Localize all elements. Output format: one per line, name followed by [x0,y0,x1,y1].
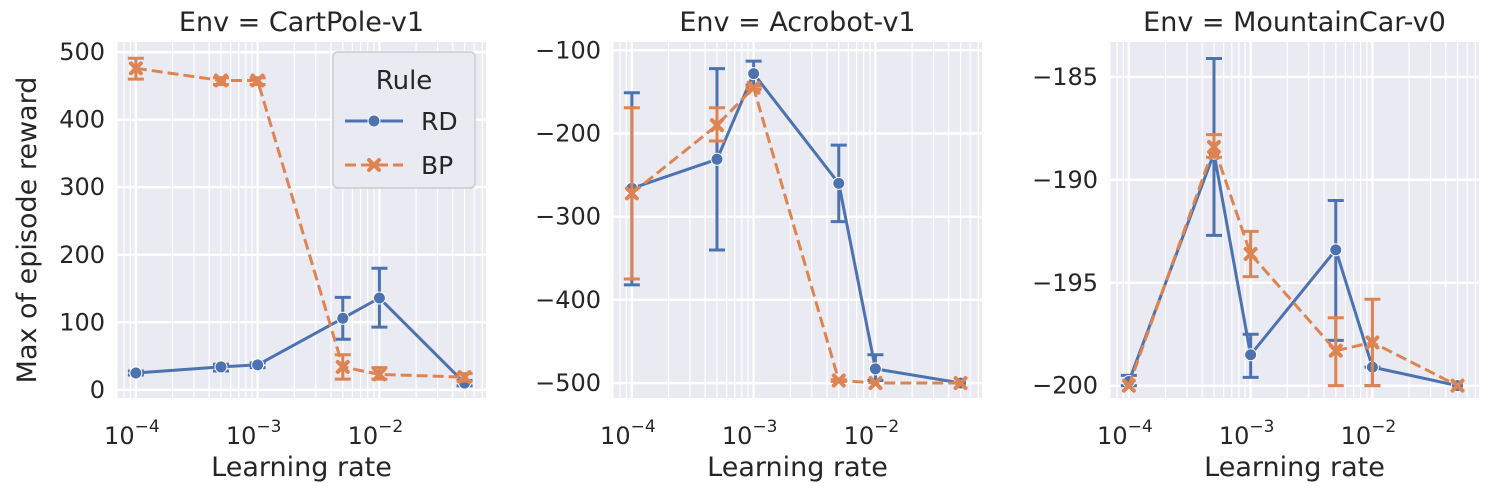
data-point [709,118,724,133]
y-tick-label: 500 [59,38,105,66]
plot-background [613,42,982,398]
y-tick-label: 0 [90,376,105,404]
data-point [372,367,387,382]
series-line [1127,151,1458,388]
data-point [624,186,639,201]
data-point [251,358,265,372]
data-point [213,73,228,88]
data-point [1450,378,1465,393]
legend-label-bp: BP [421,151,453,180]
y-tick-label: −195 [1032,269,1098,297]
x-tick-label: 10−3 [226,417,282,450]
data-point [868,362,882,376]
data-point [832,176,846,190]
data-point [335,359,350,374]
y-tick-label: 300 [59,173,105,201]
legend-title: Rule [376,66,433,96]
chart-title: Env = Acrobot-v1 [679,7,915,38]
x-tick-label: 10−4 [600,417,656,450]
y-tick-label: −190 [1032,166,1098,194]
x-tick-label: 10−2 [348,417,404,450]
y-tick-label: 400 [59,106,105,134]
x-tick-label: 10−3 [1219,417,1275,450]
data-point [868,376,883,391]
data-point [457,370,472,385]
data-point [1121,378,1136,393]
data-point [128,61,143,76]
chart-panel-acrobot: Env = Acrobot-v1 10−4 10−3 10−2 −100 −200 −300… [535,7,982,483]
series-bp [127,56,473,385]
chart-panel-cartpole: Env = CartPole-v1 10−4 10−3 10−2 0 100 200 300 4… [12,7,486,483]
chart-title: Env = MountainCar-v0 [1143,7,1446,38]
y-tick-label: 200 [59,241,105,269]
data-point [747,67,761,81]
grid [117,42,486,398]
data-point [372,291,386,305]
data-point [1206,139,1221,154]
y-tick-label: −500 [535,369,601,397]
series-line [631,72,961,385]
chart-panel-mountaincar: Env = MountainCar-v0 10−4 10−3 10−2 −185 −190… [1032,7,1479,483]
data-point [1328,343,1343,358]
series-bp [1121,133,1465,393]
x-tick-label: 10−4 [104,417,160,450]
data-point [1244,348,1258,362]
series-line [135,66,465,379]
x-tick-label: 10−3 [722,417,778,450]
data-point [1365,335,1380,350]
y-tick-label: −200 [1032,372,1098,400]
plot-background [1110,42,1479,398]
y-tick-label: 100 [59,308,105,336]
series-rd [127,266,473,390]
y-tick-label: −200 [535,119,601,147]
x-axis-label: Learning rate [211,452,392,483]
y-tick-label: −100 [535,36,601,64]
series-bp [623,80,968,391]
legend: Rule RD BP [332,51,476,189]
legend-box [332,51,476,189]
series-line [135,296,466,385]
series-line [1127,145,1459,388]
y-tick-label: −400 [535,286,601,314]
data-point [214,360,228,374]
data-point [746,80,761,95]
y-axis-label: Max of episode reward [12,77,43,384]
data-point [1329,243,1343,257]
legend-label-rd: RD [421,107,458,136]
data-point [250,73,265,88]
legend-marker-bp [367,158,381,172]
y-tick-label: −300 [535,203,601,231]
data-point [1243,246,1258,261]
x-axis-label: Learning rate [707,452,888,483]
chart-title: Env = CartPole-v1 [179,7,424,38]
data-point [710,152,724,166]
series-line [630,86,961,385]
data-point [831,373,846,388]
data-point [953,376,968,391]
legend-marker-rd [367,114,381,128]
y-tick-label: −185 [1032,63,1098,91]
x-axis-label: Learning rate [1204,452,1385,483]
x-tick-label: 10−2 [844,417,900,450]
data-point [336,311,350,325]
data-point [129,366,143,380]
x-tick-label: 10−2 [1341,417,1397,450]
x-tick-label: 10−4 [1097,417,1153,450]
